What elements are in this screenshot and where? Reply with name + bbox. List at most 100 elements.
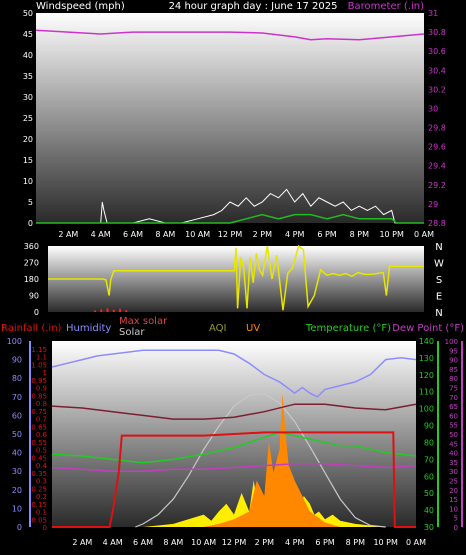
wind-axis-tick-label: 35 (23, 72, 33, 81)
dew-point-axis-tick-label: 80 (449, 375, 458, 383)
rainfall-axis-tick-label: 0.95 (31, 377, 47, 385)
legend-rainfall: Rainfall (.in) (1, 323, 62, 334)
multi-plot-x-ticks: 2 AM 4 AM 6 AM 8 AM 10 AM 12 PM 2 PM 4 PM 6 PM 8 … (72, 538, 426, 547)
x-tick-label: 12 PM (218, 230, 243, 239)
humidity-axis-tick-label: 80 (12, 374, 22, 383)
temperature-axis-tick-label: 30 (424, 523, 434, 532)
barometer-axis-tick-label: 29.2 (428, 181, 446, 190)
x-tick-label: 8 PM (346, 538, 365, 547)
dew-point-axis-tick-label: 0 (454, 524, 458, 532)
barometer-axis-tick-label: 30.2 (428, 85, 446, 94)
multi-plot-series (51, 349, 417, 528)
wind-plot-area (36, 13, 424, 223)
dew-point-axis-tick-label: 5 (454, 515, 458, 523)
barometer-axis-tick-label: 29.8 (428, 124, 446, 133)
header-center-title: 24 hour graph day : June 17 2025 (169, 1, 338, 12)
rainfall-axis-tick-label: 0.3 (36, 478, 47, 486)
rainfall-axis-tick-label: 1.1 (36, 354, 47, 362)
dew-point-axis-tick-label: 15 (449, 496, 458, 504)
temperature-axis-tick-label: 130 (419, 354, 434, 363)
x-tick-label: 10 PM (379, 230, 404, 239)
direction-axis-tick-label: 180 (24, 275, 39, 284)
dew-point-axis-tick-label: 90 (449, 357, 458, 365)
rainfall-axis-tick-label: 0.35 (31, 470, 47, 478)
wind-axis-tick-label: 30 (23, 93, 33, 102)
x-tick-label: 6 AM (133, 538, 153, 547)
rain-rate-bar (112, 309, 115, 312)
header-right-label: Barometer (.in) (348, 1, 424, 12)
legend-uv: UV (246, 323, 260, 334)
barometer-line (35, 29, 425, 41)
x-tick-label: 8 PM (350, 230, 369, 239)
rainfall-axis-tick-label: 0.85 (31, 392, 47, 400)
rainfall-axis-tick-label: 0.6 (36, 431, 48, 439)
rainfall-axis-tick-label: 0.75 (31, 408, 47, 416)
header-left-label: Windspeed (mph) (36, 1, 125, 12)
dew-point-axis-tick-label: 50 (449, 431, 458, 439)
wind-axis-tick-label: 10 (23, 177, 33, 186)
direction-axis-label: N (435, 242, 442, 253)
direction-axis-tick-label: 360 (24, 242, 39, 251)
rainfall-axis-tick-label: 0 (43, 524, 47, 532)
x-tick-label: 10 AM (185, 230, 210, 239)
rainfall-axis-tick-label: 0.1 (36, 509, 47, 517)
x-tick-label: 2 AM (58, 230, 78, 239)
rainfall-axis-tick-label: 1.15 (31, 346, 47, 354)
dew-point-axis-tick-label: 100 (445, 338, 458, 346)
x-tick-label: 2 AM (72, 538, 92, 547)
barometer-axis-tick-label: 29.6 (428, 143, 446, 152)
x-tick-label: 4 AM (91, 230, 111, 239)
humidity-line (51, 349, 417, 398)
humidity-axis-tick-label: 50 (12, 430, 22, 439)
wind-avg-line (36, 213, 424, 224)
temperature-axis-tick-label: 120 (419, 371, 434, 380)
temperature-axis-tick-label: 110 (419, 388, 434, 397)
legend-humidity: Humidity (66, 323, 111, 334)
uv-area (203, 393, 341, 527)
barometer-axis-tick-label: 31 (428, 9, 438, 18)
x-tick-label: 10 PM (373, 538, 398, 547)
dew-point-axis-tick-label: 75 (449, 385, 458, 393)
x-tick-label: 6 PM (315, 538, 334, 547)
rainfall-axis-tick-label: 0.55 (31, 439, 47, 447)
wind-axis-tick-label: 5 (28, 198, 33, 207)
temperature-axis-tick-label: 80 (424, 438, 434, 447)
direction-axis-tick-label: 270 (24, 259, 39, 268)
barometer-axis-tick-label: 30.6 (428, 47, 446, 56)
temperature-axis-tick-label: 50 (424, 489, 434, 498)
x-tick-label: 4 PM (285, 538, 304, 547)
rain-rate-bar (125, 310, 128, 312)
max-solar-line (135, 393, 386, 528)
legend-aqi: AQI (209, 323, 227, 334)
x-tick-label: 2 PM (255, 538, 274, 547)
humidity-axis-tick-label: 100 (7, 337, 22, 346)
legend-temperature: Temperature (°F) (305, 323, 391, 334)
wind-axis-tick-label: 0 (28, 219, 33, 228)
humidity-axis-tick-label: 20 (12, 486, 22, 495)
rainfall-axis-tick-label: 0.05 (31, 516, 47, 524)
multi-plot-ticks: 010203040506070809010000.050.10.150.20.2… (7, 337, 458, 532)
rain-rate-bar (100, 309, 103, 312)
wind-plot-ticks: 0 5 10 15 20 25 30 35 40 45 50 28.8 29 29.2 29.4 29.6 29… (23, 9, 446, 228)
barometer-axis-tick-label: 29 (428, 200, 438, 209)
dew-point-axis-tick-label: 70 (449, 394, 458, 402)
barometer-axis-tick-label: 30.4 (428, 66, 446, 75)
rain-rate-bar (106, 308, 109, 312)
direction-axis-label: E (436, 292, 442, 303)
x-tick-label: 6 PM (317, 230, 336, 239)
direction-axis-tick-label: 0 (34, 308, 39, 317)
dew-point-axis-tick-label: 35 (449, 459, 458, 467)
rainfall-axis-tick-label: 0.15 (31, 501, 47, 509)
direction-plot-ticks: 0 90 180 270 360 (24, 242, 39, 317)
rainfall-axis-tick-label: 0.8 (36, 400, 47, 408)
dew-point-axis-tick-label: 20 (449, 487, 458, 495)
dew-point-line (51, 463, 417, 472)
wind-plot-series (35, 29, 425, 224)
rainfall-axis-tick-label: 0.9 (36, 385, 47, 393)
rainfall-line (52, 431, 416, 528)
direction-axis-label: N (435, 308, 442, 319)
temperature-axis-tick-label: 60 (424, 472, 434, 481)
rain-rate-bar (94, 310, 96, 312)
temperature-axis-tick-label: 90 (424, 422, 434, 431)
